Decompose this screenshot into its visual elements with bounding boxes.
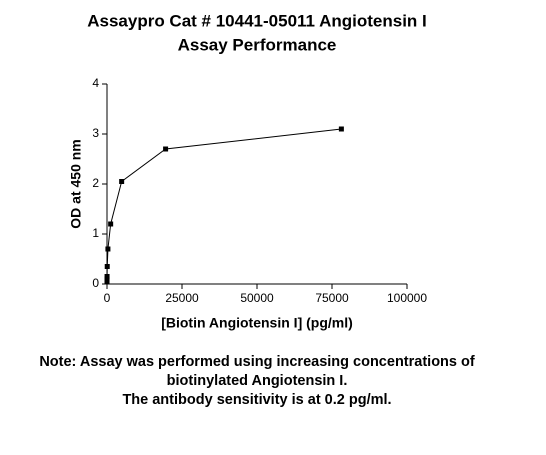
x-tick-label: 100000 [387, 291, 427, 305]
marker [119, 179, 125, 184]
marker [163, 146, 169, 152]
marker [105, 246, 111, 252]
y-tick-label: 1 [92, 226, 99, 240]
note: biotinylated Angiotensin I. [167, 373, 348, 389]
line [106, 128, 342, 282]
x-tick-label: 50000 [240, 291, 274, 305]
marker [104, 279, 110, 284]
y-tick-label: 4 [92, 76, 99, 90]
note: Note: Assay was performed using increasi… [39, 354, 475, 370]
marker [338, 126, 344, 132]
y-axis-label: OD at 450 nm [68, 139, 84, 228]
x-tick-label: 25000 [165, 291, 199, 305]
x-axis-label: [Biotin Angiotensin I] (pg/ml) [161, 315, 353, 331]
note: The antibody sensitivity is at 0.2 pg/ml… [122, 392, 391, 408]
x-tick-label: 75000 [315, 291, 349, 305]
y-tick-label: 2 [92, 176, 99, 190]
chart-title: Assaypro Cat # 10441-05011 Angiotensin I [87, 11, 427, 30]
y-tick-label: 0 [92, 276, 99, 290]
x-tick-label: 0 [104, 291, 111, 305]
y-tick-label: 3 [92, 126, 99, 140]
chart-title: Assay Performance [178, 35, 337, 54]
marker [104, 264, 110, 269]
marker [108, 221, 114, 227]
